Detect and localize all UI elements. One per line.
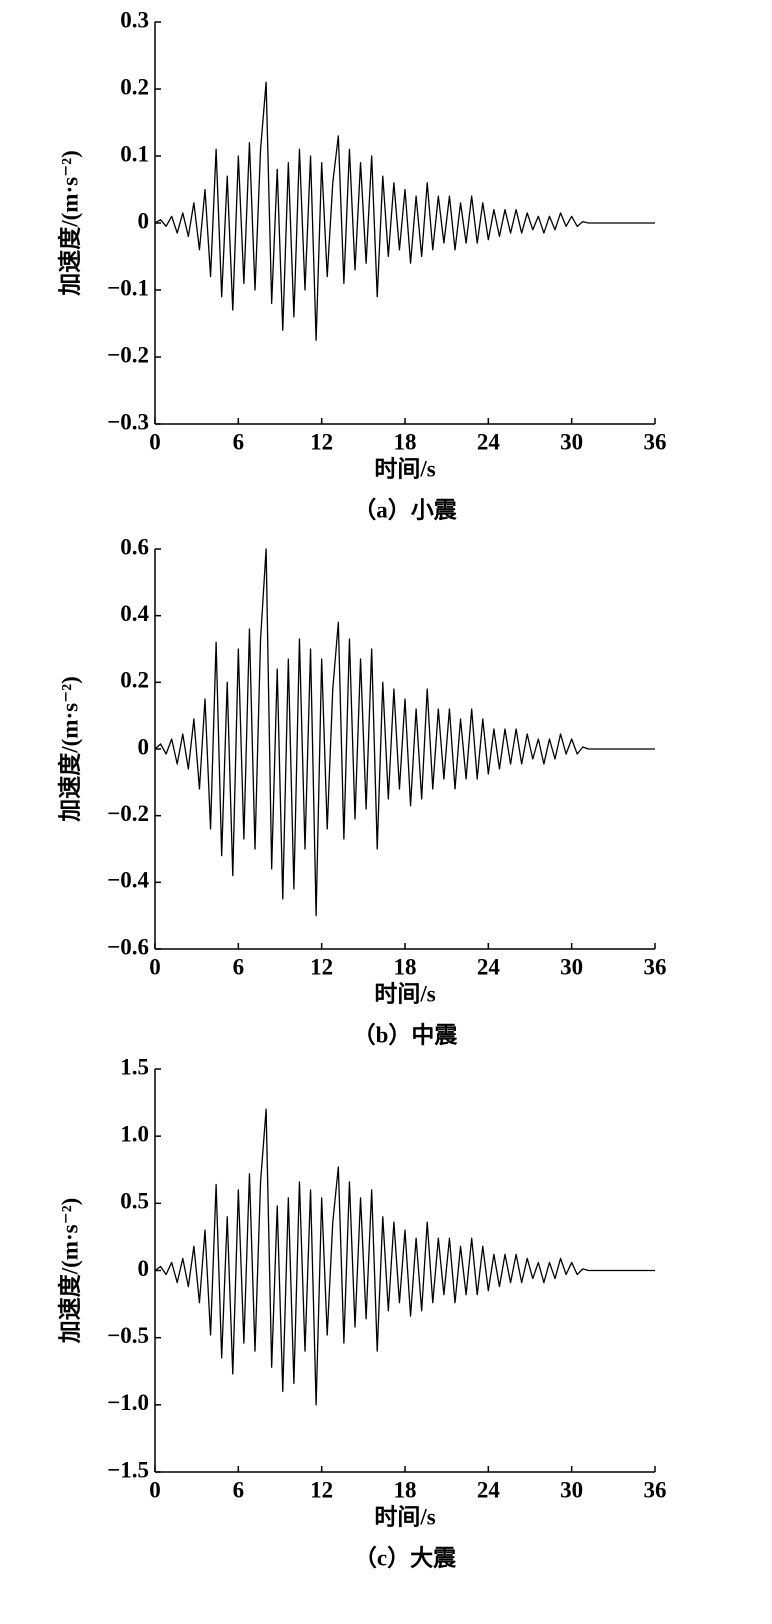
caption: （a）小震 (353, 496, 458, 522)
x-tick-label: 0 (149, 954, 161, 979)
y-tick-label: 0.2 (120, 668, 149, 693)
x-tick-label: 36 (644, 1477, 667, 1502)
y-tick-label: −0.3 (107, 409, 149, 434)
y-tick-label: −0.2 (107, 801, 149, 826)
x-tick-label: 18 (394, 1477, 417, 1502)
x-tick-label: 6 (233, 429, 245, 454)
x-tick-label: 18 (394, 429, 417, 454)
x-tick-label: 6 (233, 954, 245, 979)
x-tick-label: 12 (310, 1477, 333, 1502)
y-tick-label: 0.3 (120, 7, 149, 32)
x-tick-label: 24 (477, 1477, 501, 1502)
y-tick-label: −0.4 (107, 868, 149, 893)
x-tick-label: 6 (233, 1477, 245, 1502)
x-tick-label: 12 (310, 954, 333, 979)
x-tick-label: 30 (560, 954, 583, 979)
x-tick-label: 24 (477, 954, 501, 979)
y-tick-label: −0.5 (107, 1323, 149, 1348)
y-tick-label: −1.0 (107, 1390, 149, 1415)
data-line (154, 1108, 655, 1406)
y-tick-label: 1.0 (120, 1121, 149, 1146)
x-tick-label: 0 (149, 1477, 161, 1502)
y-tick-label: −0.2 (107, 342, 149, 367)
x-tick-label: 30 (560, 1477, 583, 1502)
caption: （b）中震 (353, 1021, 459, 1047)
y-tick-label: 0 (138, 734, 150, 759)
y-tick-label: 0 (138, 208, 150, 233)
data-line (154, 81, 655, 341)
y-tick-label: 0.6 (120, 534, 149, 559)
x-tick-label: 18 (394, 954, 417, 979)
y-axis-label: 加速度/(m·s⁻²) (56, 1198, 82, 1345)
x-tick-label: 36 (644, 429, 667, 454)
y-tick-label: 0.2 (120, 74, 149, 99)
y-tick-label: −0.1 (107, 275, 149, 300)
data-line (154, 548, 655, 917)
y-tick-label: 0.4 (120, 601, 149, 626)
x-axis-label: 时间/s (374, 981, 435, 1006)
x-tick-label: 30 (560, 429, 583, 454)
y-tick-label: −1.5 (107, 1457, 149, 1482)
caption: （c）大震 (354, 1544, 457, 1570)
y-tick-label: 0.5 (120, 1189, 149, 1214)
y-tick-label: 1.5 (120, 1054, 149, 1079)
x-tick-label: 24 (477, 429, 501, 454)
y-axis-label: 加速度/(m·s⁻²) (56, 150, 82, 297)
x-axis-label: 时间/s (374, 1504, 435, 1529)
x-tick-label: 36 (644, 954, 667, 979)
y-tick-label: −0.6 (107, 934, 149, 959)
y-axis-label: 加速度/(m·s⁻²) (56, 676, 82, 823)
x-tick-label: 12 (310, 429, 333, 454)
y-tick-label: 0.1 (120, 141, 149, 166)
x-axis-label: 时间/s (374, 456, 435, 481)
y-tick-label: 0 (138, 1256, 150, 1281)
x-tick-label: 0 (149, 429, 161, 454)
